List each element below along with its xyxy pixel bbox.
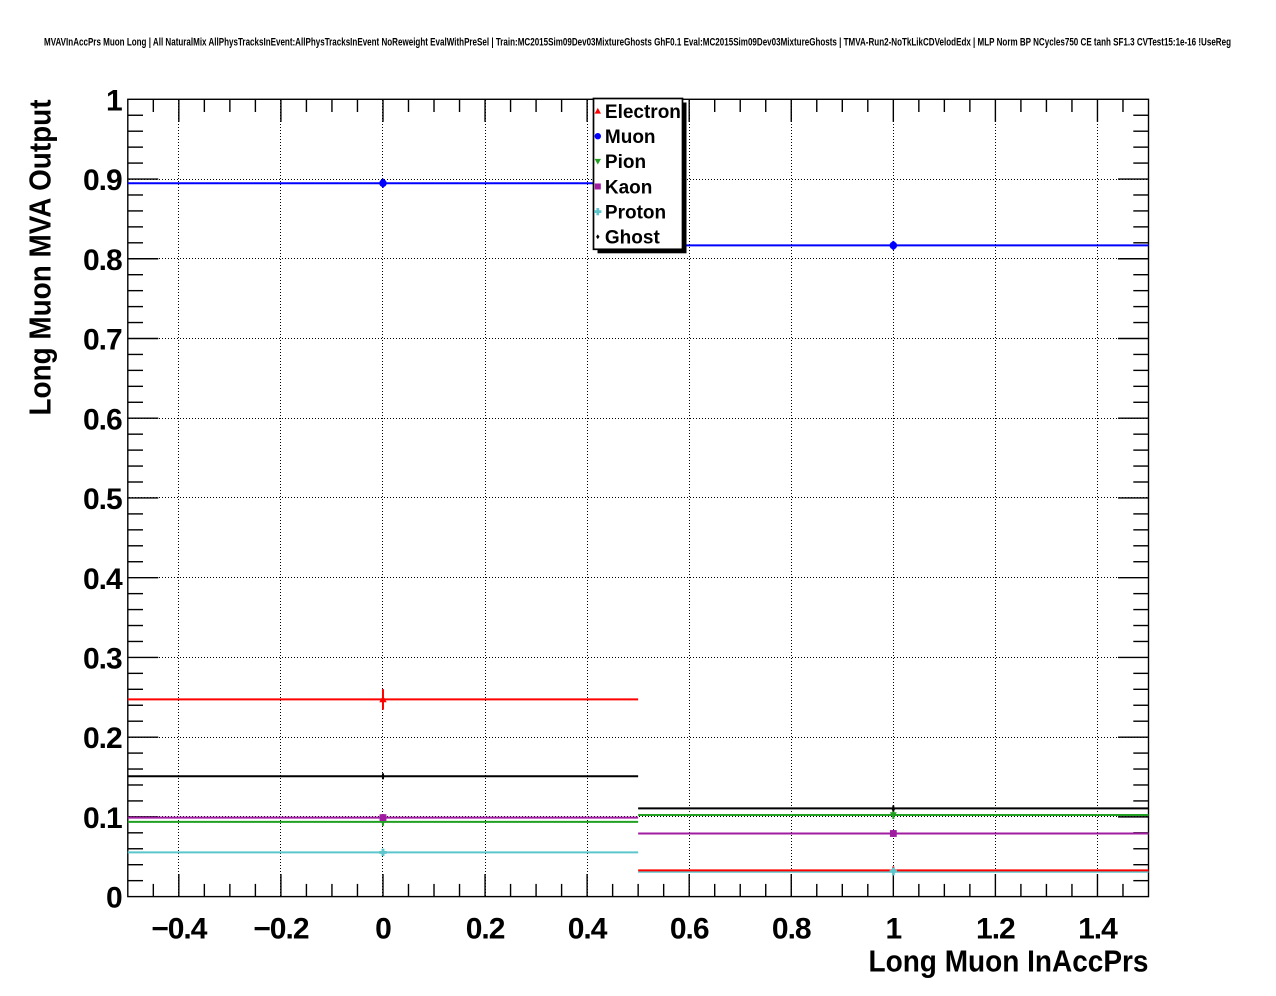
- svg-text:MVAVInAccPrs Muon Long | All N: MVAVInAccPrs Muon Long | All NaturalMix …: [44, 37, 1231, 49]
- svg-text:−0.4: −0.4: [151, 913, 208, 946]
- svg-text:Kaon: Kaon: [605, 177, 653, 198]
- svg-text:Electron: Electron: [605, 102, 681, 123]
- svg-text:1: 1: [106, 84, 122, 117]
- svg-text:0.2: 0.2: [83, 722, 122, 755]
- svg-text:0.6: 0.6: [670, 913, 709, 946]
- svg-text:Muon: Muon: [605, 127, 656, 148]
- svg-text:Long Muon MVA Output: Long Muon MVA Output: [24, 100, 58, 416]
- svg-text:0.9: 0.9: [83, 164, 122, 197]
- svg-text:0.5: 0.5: [83, 483, 122, 516]
- svg-text:Proton: Proton: [605, 203, 666, 224]
- svg-text:0.3: 0.3: [83, 643, 122, 676]
- svg-text:−0.2: −0.2: [253, 913, 309, 946]
- svg-text:0.8: 0.8: [83, 244, 122, 277]
- svg-text:0.4: 0.4: [568, 913, 608, 946]
- svg-text:1.4: 1.4: [1078, 913, 1118, 946]
- svg-text:1.2: 1.2: [976, 913, 1015, 946]
- svg-text:0.4: 0.4: [83, 563, 123, 596]
- svg-text:Ghost: Ghost: [605, 228, 661, 249]
- svg-text:0.6: 0.6: [83, 403, 122, 436]
- svg-text:1: 1: [885, 913, 901, 946]
- svg-text:0.1: 0.1: [83, 802, 122, 835]
- svg-text:0.7: 0.7: [83, 324, 122, 357]
- svg-text:Pion: Pion: [605, 152, 646, 173]
- svg-text:0.2: 0.2: [466, 913, 505, 946]
- svg-text:0: 0: [106, 882, 122, 915]
- svg-text:0: 0: [375, 913, 391, 946]
- svg-text:0.8: 0.8: [772, 913, 811, 946]
- svg-text:Long Muon InAccPrs: Long Muon InAccPrs: [869, 945, 1149, 979]
